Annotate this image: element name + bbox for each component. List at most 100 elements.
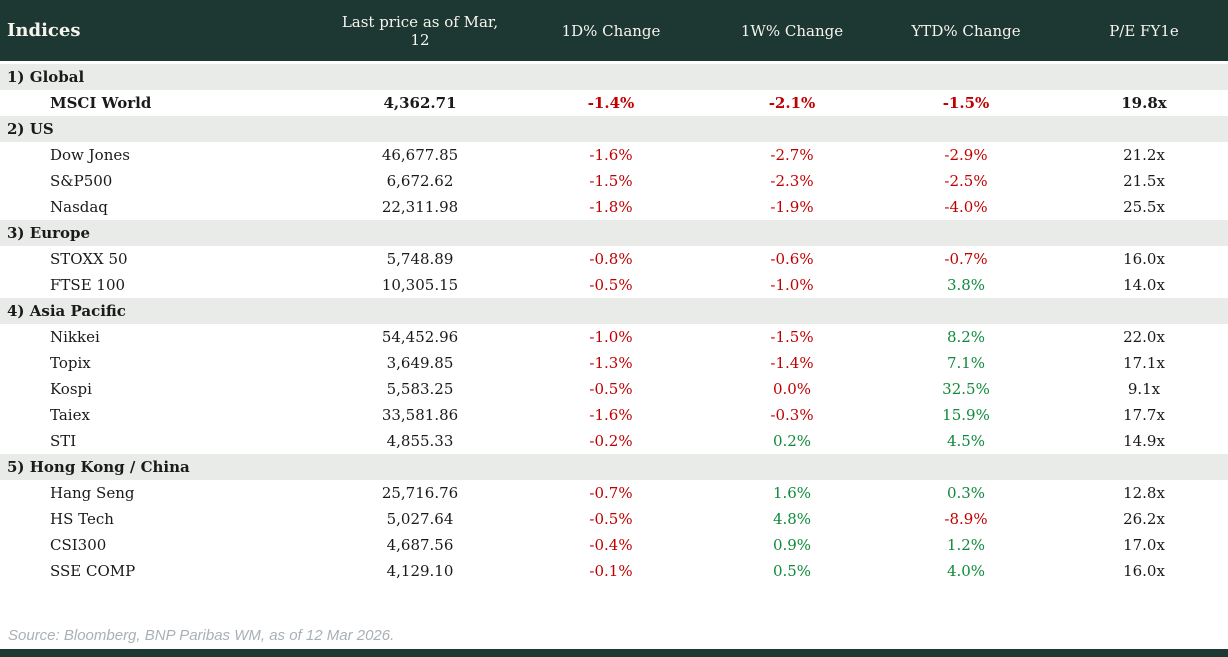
last-price-cell: 5,748.89 (386, 250, 454, 268)
index-name-cell: STOXX 50 (50, 250, 128, 268)
pe-cell: 26.2x (1123, 510, 1165, 528)
change-1d-cell: -0.2% (589, 432, 633, 450)
column-header-1w-change: 1W% Change (740, 21, 844, 40)
pe-cell: 25.5x (1123, 198, 1165, 216)
table-row: Nikkei 54,452.96 -1.0% -1.5% 8.2% 22.0x (0, 324, 1228, 350)
last-price-cell: 33,581.86 (381, 406, 459, 424)
table-row: Hang Seng 25,716.76 -0.7% 1.6% 0.3% 12.8x (0, 480, 1228, 506)
pe-cell: 14.9x (1123, 432, 1165, 450)
change-1w-cell: 0.9% (772, 536, 812, 554)
column-header-pe: P/E FY1e (1109, 21, 1179, 40)
table-row: Nasdaq 22,311.98 -1.8% -1.9% -4.0% 25.5x (0, 194, 1228, 220)
pe-cell: 17.1x (1123, 354, 1165, 372)
change-1w-cell: 1.6% (772, 484, 812, 502)
change-ytd-cell: 32.5% (942, 380, 990, 398)
index-name-cell: Topix (50, 354, 91, 372)
last-price-cell: 10,305.15 (381, 276, 459, 294)
index-name-cell: Nikkei (50, 328, 100, 346)
table-row: Dow Jones 46,677.85 -1.6% -2.7% -2.9% 21.2x (0, 142, 1228, 168)
table-row: S&P500 6,672.62 -1.5% -2.3% -2.5% 21.5x (0, 168, 1228, 194)
pe-cell: 16.0x (1123, 250, 1165, 268)
change-ytd-cell: -0.7% (944, 250, 988, 268)
table-row: STOXX 50 5,748.89 -0.8% -0.6% -0.7% 16.0x (0, 246, 1228, 272)
last-price-cell: 5,027.64 (386, 510, 454, 528)
last-price-cell: 4,687.56 (386, 536, 454, 554)
change-1w-cell: -0.6% (770, 250, 814, 268)
index-name-cell: HS Tech (50, 510, 114, 528)
last-price-cell: 25,716.76 (381, 484, 459, 502)
change-ytd-cell: -8.9% (944, 510, 988, 528)
index-name-cell: Kospi (50, 380, 92, 398)
table-row: HS Tech 5,027.64 -0.5% 4.8% -8.9% 26.2x (0, 506, 1228, 532)
change-ytd-cell: 7.1% (946, 354, 986, 372)
change-ytd-cell: 0.3% (946, 484, 986, 502)
index-name-cell: FTSE 100 (50, 276, 126, 294)
change-1d-cell: -0.5% (589, 510, 633, 528)
change-ytd-cell: -2.5% (944, 172, 988, 190)
source-note: Source: Bloomberg, BNP Paribas WM, as of… (8, 627, 395, 644)
table-row: Kospi 5,583.25 -0.5% 0.0% 32.5% 9.1x (0, 376, 1228, 402)
table-row: STI 4,855.33 -0.2% 0.2% 4.5% 14.9x (0, 428, 1228, 454)
pe-cell: 22.0x (1123, 328, 1165, 346)
change-1d-cell: -1.6% (589, 146, 633, 164)
change-ytd-cell: -4.0% (944, 198, 988, 216)
index-name-cell: MSCI World (50, 94, 152, 112)
pe-cell: 21.2x (1123, 146, 1165, 164)
pe-cell: 14.0x (1123, 276, 1165, 294)
table-header-row: Indices Last price as of Mar, 12 1D% Cha… (0, 0, 1228, 61)
column-header-1d-change: 1D% Change (561, 21, 661, 40)
change-1d-cell: -0.4% (589, 536, 633, 554)
table-row: Topix 3,649.85 -1.3% -1.4% 7.1% 17.1x (0, 350, 1228, 376)
change-1w-cell: -2.3% (770, 172, 814, 190)
change-1w-cell: -1.9% (770, 198, 814, 216)
last-price-cell: 5,583.25 (386, 380, 454, 398)
change-1d-cell: -0.5% (589, 276, 633, 294)
change-1w-cell: -2.1% (768, 94, 816, 112)
pe-cell: 9.1x (1127, 380, 1161, 398)
pe-cell: 16.0x (1123, 562, 1165, 580)
last-price-cell: 54,452.96 (381, 328, 459, 346)
change-ytd-cell: 4.5% (946, 432, 986, 450)
bottom-accent-bar (0, 649, 1228, 657)
index-name-cell: Nasdaq (50, 198, 108, 216)
pe-cell: 19.8x (1121, 94, 1167, 112)
section-header-row: 5) Hong Kong / China (0, 454, 1228, 480)
change-1d-cell: -1.6% (589, 406, 633, 424)
change-ytd-cell: 1.2% (946, 536, 986, 554)
index-name-cell: Taiex (50, 406, 90, 424)
change-1w-cell: -1.4% (770, 354, 814, 372)
last-price-cell: 3,649.85 (386, 354, 454, 372)
change-1w-cell: 4.8% (772, 510, 812, 528)
index-name-cell: SSE COMP (50, 562, 136, 580)
change-ytd-cell: -1.5% (942, 94, 990, 112)
change-1d-cell: -0.1% (589, 562, 633, 580)
index-name-cell: STI (50, 432, 77, 450)
change-1d-cell: -1.5% (589, 172, 633, 190)
change-1w-cell: -0.3% (770, 406, 814, 424)
last-price-cell: 4,129.10 (386, 562, 454, 580)
last-price-cell: 46,677.85 (381, 146, 459, 164)
change-ytd-cell: 4.0% (946, 562, 986, 580)
change-1w-cell: -1.0% (770, 276, 814, 294)
change-ytd-cell: 8.2% (946, 328, 986, 346)
change-1w-cell: -2.7% (770, 146, 814, 164)
section-header-row: 4) Asia Pacific (0, 298, 1228, 324)
table-body: 1) Global MSCI World 4,362.71 -1.4% -2.1% -1.… (0, 64, 1228, 584)
column-header-last-price: Last price as of Mar, 12 (341, 12, 499, 49)
change-1d-cell: -0.8% (589, 250, 633, 268)
table-row: FTSE 100 10,305.15 -0.5% -1.0% 3.8% 14.0x (0, 272, 1228, 298)
pe-cell: 21.5x (1123, 172, 1165, 190)
last-price-cell: 4,362.71 (383, 94, 457, 112)
last-price-cell: 22,311.98 (381, 198, 459, 216)
change-1d-cell: -1.4% (587, 94, 635, 112)
change-1d-cell: -1.3% (589, 354, 633, 372)
change-1w-cell: -1.5% (770, 328, 814, 346)
index-name-cell: S&P500 (50, 172, 113, 190)
section-header-row: 3) Europe (0, 220, 1228, 246)
column-header-ytd-change: YTD% Change (911, 21, 1021, 40)
change-1d-cell: -0.7% (589, 484, 633, 502)
change-ytd-cell: 3.8% (946, 276, 986, 294)
index-name-cell: Dow Jones (50, 146, 130, 164)
change-ytd-cell: -2.9% (944, 146, 988, 164)
